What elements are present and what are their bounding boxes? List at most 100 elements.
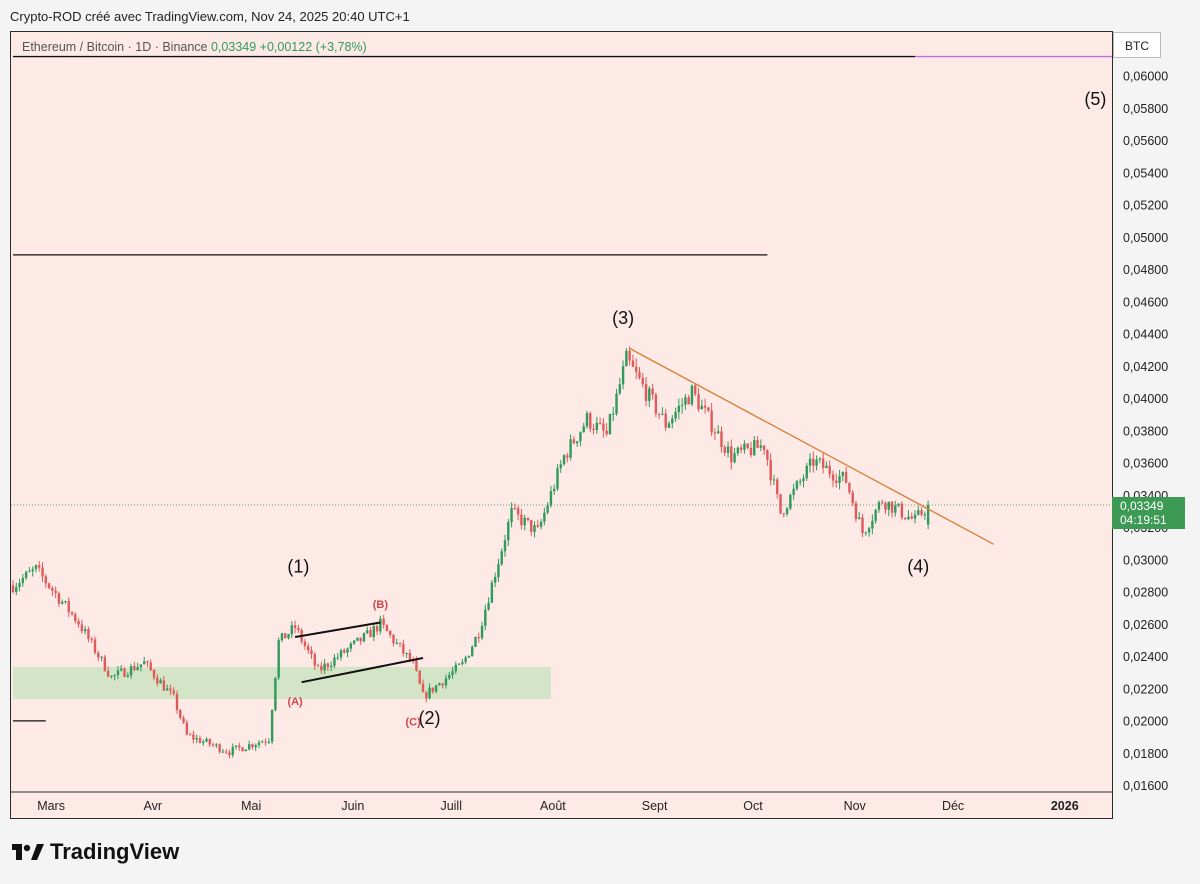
candle-body: [464, 657, 467, 662]
candle-body: [136, 667, 139, 671]
candle-body: [185, 722, 189, 735]
symbol-name: Ethereum / Bitcoin · 1D · Binance: [22, 40, 208, 54]
candle-body: [631, 360, 635, 367]
tradingview-logo[interactable]: TradingView: [12, 839, 179, 864]
currency-label[interactable]: BTC: [1113, 32, 1161, 58]
candle-body: [385, 624, 389, 632]
candle-body: [795, 481, 799, 489]
price-tick-label: 0,06000: [1123, 70, 1168, 84]
candle-body: [615, 393, 618, 414]
candle-body: [303, 641, 307, 647]
candle-body: [818, 458, 822, 460]
candle-body: [116, 670, 120, 675]
candle-body: [861, 517, 864, 534]
candle-body: [910, 516, 913, 519]
candle-body: [546, 505, 549, 513]
candle-body: [736, 447, 740, 454]
candle-body: [684, 397, 687, 405]
chart-frame[interactable]: (1) (2) (3) (4) (5) (A) (B) (C) Mars Avr Mai Juin Ju…: [10, 31, 1113, 819]
price-axis[interactable]: 0,06000 0,05800 0,05600 0,05400 0,05200 0,050…: [1113, 31, 1200, 819]
candle-body: [352, 640, 356, 644]
candle-body: [379, 618, 382, 632]
candle-body: [287, 634, 290, 639]
candle-body: [329, 665, 333, 668]
candle-body: [625, 350, 628, 367]
candle-body: [641, 377, 644, 385]
candle-body: [858, 517, 861, 520]
candle-body: [11, 585, 15, 593]
candle-body: [756, 440, 759, 448]
candle-body: [749, 448, 753, 456]
candle-body: [431, 687, 435, 692]
candle-body: [500, 551, 503, 565]
candle-body: [274, 677, 277, 711]
candle-body: [159, 680, 162, 684]
candle-body: [471, 646, 474, 656]
candle-body: [369, 630, 372, 638]
candle-body: [654, 394, 658, 414]
price-tick-label: 0,03000: [1123, 553, 1168, 567]
candle-body: [661, 413, 664, 415]
wave-label: (5): [1084, 89, 1106, 109]
candle-body: [257, 742, 261, 746]
candle-body: [493, 576, 497, 583]
footer: [0, 828, 1200, 884]
candle-body: [457, 663, 461, 665]
candle-body: [123, 668, 126, 677]
candle-body: [838, 475, 841, 483]
time-tick-label: Juin: [341, 799, 364, 813]
candle-body: [556, 468, 559, 489]
candle-body: [674, 412, 677, 419]
candle-body: [323, 663, 326, 671]
candle-body: [336, 657, 339, 659]
price-tick-label: 0,02000: [1123, 715, 1168, 729]
candle-body: [867, 528, 871, 533]
candle-body: [24, 571, 28, 578]
candle-body: [802, 478, 805, 482]
candle-body: [543, 512, 546, 522]
candle-body: [228, 752, 231, 756]
price-tick-label: 0,04400: [1123, 328, 1168, 342]
price-tick-label: 0,02200: [1123, 682, 1168, 696]
candle-body: [188, 734, 192, 736]
candle-body: [106, 670, 110, 677]
candle-body: [103, 656, 107, 671]
candle-body: [539, 521, 543, 527]
time-tick-label: Mai: [241, 799, 261, 813]
candle-body: [205, 738, 208, 742]
candle-body: [320, 665, 323, 671]
candle-body: [382, 618, 385, 625]
candle-body: [851, 492, 854, 504]
candle-body: [428, 687, 431, 699]
wave-label: (A): [287, 696, 303, 708]
candle-body: [441, 683, 444, 686]
price-tick-label: 0,05800: [1123, 102, 1168, 116]
candle-body: [80, 624, 84, 632]
candle-body: [395, 642, 398, 644]
candle-body: [434, 685, 438, 692]
candle-body: [516, 508, 520, 515]
price-tick-label: 0,04000: [1123, 392, 1168, 406]
candle-body: [175, 693, 179, 711]
candle-body: [100, 656, 103, 658]
price-tick-label: 0,02800: [1123, 586, 1168, 600]
bar-countdown: 04:19:51: [1120, 513, 1167, 527]
trendline: [629, 347, 995, 545]
legend-change: +0,00122 (+3,78%): [259, 40, 367, 54]
candle-body: [536, 525, 539, 527]
candle-body: [149, 662, 152, 671]
candle-body: [926, 504, 930, 525]
candle-body: [51, 587, 54, 591]
candle-body: [405, 652, 408, 654]
candle-body: [884, 502, 887, 510]
candle-body: [700, 405, 703, 410]
candle-body: [848, 482, 851, 493]
candle-body: [828, 465, 831, 475]
candle-body: [694, 385, 697, 395]
time-tick-label: Déc: [942, 799, 964, 813]
candle-body: [221, 751, 225, 753]
candle-body: [284, 633, 287, 639]
candle-body: [877, 502, 881, 510]
candle-body: [628, 350, 631, 361]
chart-canvas[interactable]: (1) (2) (3) (4) (5) (A) (B) (C) Mars Avr Mai Juin Ju…: [11, 32, 1113, 819]
